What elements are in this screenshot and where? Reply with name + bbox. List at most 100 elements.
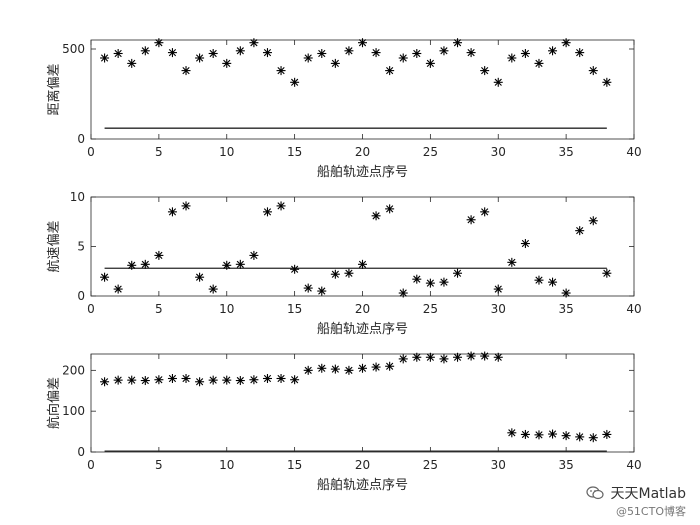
marker-stroke	[236, 376, 244, 385]
marker-stroke	[155, 39, 163, 47]
x-tick-label: 15	[287, 302, 302, 316]
data-point	[520, 49, 530, 58]
marker-stroke	[562, 432, 570, 440]
marker-stroke	[195, 378, 204, 386]
marker-stroke	[304, 284, 312, 292]
data-point	[344, 46, 354, 56]
data-point	[167, 48, 177, 58]
marker-stroke	[182, 202, 190, 210]
data-point	[575, 432, 585, 442]
data-point	[588, 66, 598, 76]
data-point	[466, 351, 476, 361]
marker-stroke	[331, 270, 339, 278]
marker-stroke	[426, 279, 435, 287]
data-point	[249, 375, 259, 385]
data-point	[412, 352, 422, 362]
marker-stroke	[481, 208, 489, 216]
marker-stroke	[603, 78, 611, 86]
x-tick-label: 30	[491, 302, 506, 316]
data-point	[330, 364, 340, 374]
data-point	[127, 375, 137, 385]
marker-stroke	[114, 376, 122, 384]
x-tick-label: 40	[626, 302, 641, 316]
data-point	[412, 49, 422, 58]
data-point	[140, 376, 150, 386]
data-point	[154, 250, 164, 260]
marker-stroke	[250, 376, 258, 384]
chart-panel-2: 0 5 10 15 20 25 30 35 40 0 5 10 船舶轨迹点序号 航速偏差	[46, 190, 642, 337]
x-tick-label: 35	[558, 145, 573, 159]
marker-stroke	[494, 78, 502, 86]
data-point	[290, 375, 300, 385]
data-point	[561, 288, 571, 298]
data-point	[262, 48, 272, 58]
marker-stroke	[263, 208, 272, 216]
marker-stroke	[358, 260, 367, 268]
marker-stroke	[535, 276, 543, 284]
data-point	[548, 277, 558, 287]
data-point	[425, 278, 435, 288]
marker-stroke	[290, 78, 299, 86]
data-point	[466, 215, 476, 225]
marker-stroke	[277, 374, 285, 383]
marker-stroke	[508, 429, 516, 437]
data-point	[371, 211, 381, 221]
x-tick-label: 40	[626, 145, 641, 159]
marker-stroke	[100, 273, 109, 281]
marker-stroke	[182, 374, 190, 383]
data-point	[480, 207, 490, 217]
y-tick-label: 5	[77, 240, 85, 254]
data-point	[303, 365, 313, 375]
marker-stroke	[562, 289, 570, 297]
data-point	[208, 49, 218, 58]
data-point	[317, 49, 327, 58]
data-point	[398, 288, 408, 298]
marker-stroke	[318, 287, 326, 295]
marker-stroke	[426, 353, 435, 361]
x-tick-label: 20	[355, 145, 370, 159]
marker-stroke	[399, 54, 407, 62]
data-point	[249, 250, 259, 260]
data-point	[588, 433, 598, 443]
marker-stroke	[521, 430, 530, 439]
data-point	[344, 268, 354, 278]
data-point	[276, 374, 286, 383]
x-tick-label: 5	[155, 458, 163, 472]
marker-stroke	[250, 251, 258, 260]
data-point	[100, 377, 110, 387]
marker-stroke	[453, 39, 462, 47]
data-point	[222, 375, 232, 385]
marker-stroke	[386, 205, 394, 213]
data-point	[493, 284, 503, 294]
marker-stroke	[576, 48, 584, 57]
marker-stroke	[128, 261, 136, 269]
marker-stroke	[589, 217, 597, 225]
data-point	[453, 38, 463, 48]
data-point	[561, 38, 571, 48]
x-axis-label: 船舶轨迹点序号	[317, 164, 408, 180]
data-point	[276, 66, 286, 76]
data-point	[330, 269, 340, 279]
data-point	[235, 46, 245, 56]
marker-stroke	[345, 47, 353, 55]
marker-stroke	[521, 49, 530, 58]
y-axis-label: 航向偏差	[46, 377, 62, 429]
data-point	[453, 352, 463, 362]
x-tick-label: 35	[558, 458, 573, 472]
marker-stroke	[290, 376, 299, 384]
data-point	[358, 363, 367, 373]
marker-stroke	[589, 434, 597, 442]
chart-panel-3: 0 5 10 15 20 25 30 35 40 0 100 200 船舶轨迹点序号 航向偏差	[46, 351, 642, 493]
marker-stroke	[263, 374, 272, 383]
marker-stroke	[413, 353, 421, 361]
x-tick-label: 0	[87, 302, 95, 316]
x-tick-label: 25	[423, 302, 438, 316]
x-axis-label: 船舶轨迹点序号	[317, 321, 408, 337]
marker-stroke	[223, 261, 231, 269]
x-tick-label: 35	[558, 302, 573, 316]
data-point	[575, 226, 585, 236]
x-tick-label: 25	[423, 458, 438, 472]
data-point	[588, 216, 598, 226]
marker-stroke	[128, 59, 136, 68]
marker-stroke	[345, 366, 353, 374]
